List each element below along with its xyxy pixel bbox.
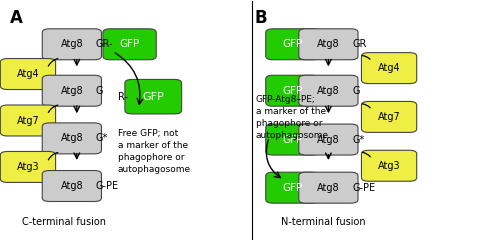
Text: B: B [254, 8, 267, 27]
FancyBboxPatch shape [266, 75, 319, 106]
Text: Atg8: Atg8 [317, 86, 340, 96]
Text: G: G [352, 86, 360, 96]
Text: GFP: GFP [282, 39, 302, 49]
Text: Free GFP; not: Free GFP; not [118, 129, 178, 138]
FancyBboxPatch shape [299, 172, 358, 203]
FancyBboxPatch shape [362, 150, 416, 181]
Text: autophagosome: autophagosome [118, 165, 191, 174]
Text: GFP-Atg8–PE;: GFP-Atg8–PE; [256, 95, 316, 105]
FancyBboxPatch shape [103, 29, 156, 60]
Text: A: A [10, 8, 23, 27]
FancyBboxPatch shape [0, 152, 56, 182]
FancyBboxPatch shape [42, 171, 102, 201]
Text: autophagosome: autophagosome [256, 131, 329, 140]
Text: Atg7: Atg7 [378, 112, 400, 122]
Text: C-terminal fusion: C-terminal fusion [22, 216, 106, 227]
FancyBboxPatch shape [266, 124, 319, 155]
Text: GR: GR [352, 39, 366, 49]
FancyBboxPatch shape [362, 53, 416, 84]
Text: Atg8: Atg8 [317, 39, 340, 49]
Text: G-PE: G-PE [352, 183, 375, 193]
FancyBboxPatch shape [266, 29, 319, 60]
Text: phagophore or: phagophore or [118, 153, 184, 162]
Text: R-: R- [118, 92, 128, 102]
FancyBboxPatch shape [0, 59, 56, 89]
Text: phagophore or: phagophore or [256, 119, 322, 128]
FancyBboxPatch shape [299, 75, 358, 106]
FancyBboxPatch shape [362, 101, 416, 132]
FancyBboxPatch shape [42, 123, 102, 154]
Text: Atg4: Atg4 [378, 63, 400, 73]
FancyBboxPatch shape [299, 29, 358, 60]
Text: G*: G* [96, 133, 108, 143]
Text: GFP: GFP [282, 86, 302, 96]
Text: Atg8: Atg8 [317, 183, 340, 193]
FancyBboxPatch shape [266, 172, 319, 203]
FancyBboxPatch shape [299, 124, 358, 155]
Text: Atg8: Atg8 [60, 181, 83, 191]
Text: GR-: GR- [96, 39, 113, 49]
FancyBboxPatch shape [125, 79, 182, 114]
Text: G: G [96, 86, 103, 96]
Text: G-PE: G-PE [96, 181, 118, 191]
Text: GFP: GFP [282, 183, 302, 193]
Text: Atg8: Atg8 [60, 39, 83, 49]
Text: Atg8: Atg8 [60, 86, 83, 96]
Text: Atg7: Atg7 [16, 115, 40, 126]
Text: Atg3: Atg3 [16, 162, 40, 172]
Text: Atg4: Atg4 [16, 69, 40, 79]
FancyBboxPatch shape [42, 75, 102, 106]
Text: GFP: GFP [142, 92, 164, 102]
Text: Atg8: Atg8 [60, 133, 83, 143]
Text: Atg3: Atg3 [378, 161, 400, 171]
Text: a marker of the: a marker of the [118, 141, 188, 150]
Text: Atg8: Atg8 [317, 134, 340, 145]
FancyBboxPatch shape [0, 105, 56, 136]
Text: GFP: GFP [120, 39, 140, 49]
Text: a marker of the: a marker of the [256, 107, 326, 116]
Text: N-terminal fusion: N-terminal fusion [281, 216, 366, 227]
FancyBboxPatch shape [42, 29, 102, 60]
Text: G*: G* [352, 134, 364, 145]
Text: GFP: GFP [282, 134, 302, 145]
